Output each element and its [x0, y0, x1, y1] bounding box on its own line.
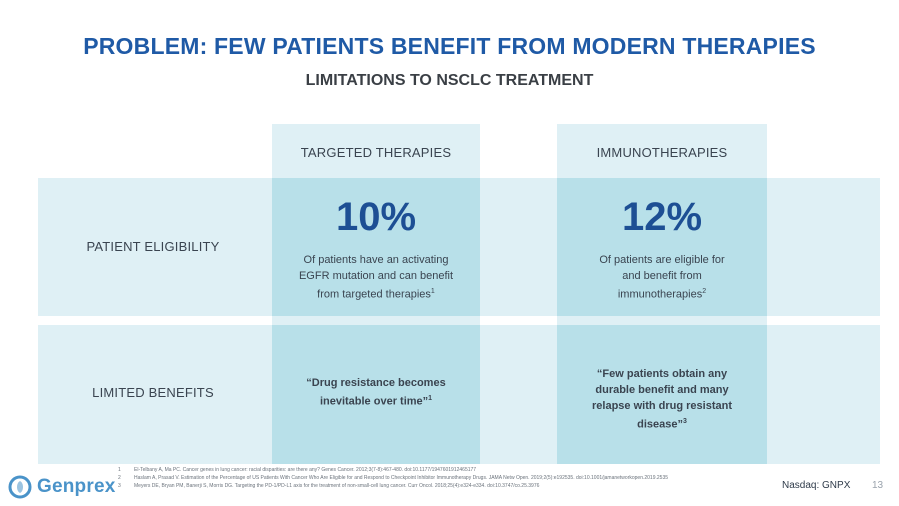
- description-line: Of patients have an activating: [303, 254, 449, 266]
- column-header-immunotherapies: IMMUNOTHERAPIES: [596, 145, 728, 160]
- page-number: 13: [872, 480, 884, 491]
- description-line: EGFR mutation and can benefit: [298, 270, 454, 282]
- stock-ticker: Nasdaq: GNPX: [782, 480, 851, 491]
- description-line: Of patients are eligible for: [599, 254, 725, 266]
- footnote-marker: 1: [430, 288, 435, 295]
- quote-line: “Few patients obtain any: [596, 368, 728, 380]
- company-logo: Genprex: [8, 474, 116, 500]
- eligibility-description-targeted: Of patients have an activating EGFR muta…: [282, 252, 470, 303]
- cell-benefits-targeted: [272, 325, 480, 464]
- slide-title: PROBLEM: FEW PATIENTS BENEFIT FROM MODER…: [83, 33, 816, 59]
- quote-line: disease”3: [637, 418, 687, 431]
- slide-subtitle: LIMITATIONS TO NSCLC TREATMENT: [305, 72, 594, 89]
- reference-item: 1 El-Telbany A, Ma PC. Cancer genes in lu…: [118, 467, 477, 473]
- reference-item: 3 Meyers DE, Bryan PM, Banerji S, Morris …: [118, 483, 540, 489]
- row-label-patient-eligibility: PATIENT ELIGIBILITY: [86, 239, 220, 254]
- quote-line: relapse with drug resistant: [592, 400, 732, 412]
- quote-line: durable benefit and many: [595, 384, 729, 396]
- stat-targeted-percent: 10%: [335, 195, 417, 239]
- description-line: immunotherapies2: [617, 288, 707, 301]
- logo-text: Genprex: [37, 476, 116, 497]
- description-line: and benefit from: [622, 270, 702, 282]
- footnote-marker: 3: [682, 418, 687, 425]
- quote-line: “Drug resistance becomes: [306, 377, 446, 389]
- quote-immuno: “Few patients obtain any durable benefit…: [575, 366, 749, 433]
- description-line: from targeted therapies1: [317, 288, 435, 301]
- column-header-targeted-therapies: TARGETED THERAPIES: [300, 145, 452, 160]
- stat-immuno-percent: 12%: [621, 195, 703, 239]
- footnote-marker: 1: [428, 395, 433, 402]
- footnote-marker: 2: [702, 288, 707, 295]
- reference-item: 2 Haslam A, Prasad V. Estimation of the P…: [118, 475, 669, 481]
- eligibility-description-immuno: Of patients are eligible for and benefit…: [567, 252, 757, 303]
- cell-eligibility-immuno: [557, 178, 767, 316]
- references: 1 El-Telbany A, Ma PC. Cancer genes in lu…: [118, 466, 778, 490]
- cell-benefits-immuno: [557, 325, 767, 464]
- cell-eligibility-targeted: [272, 178, 480, 316]
- quote-targeted: “Drug resistance becomes inevitable over…: [282, 375, 470, 410]
- quote-line: inevitable over time”1: [319, 395, 433, 408]
- logo-mark-icon: [8, 475, 32, 499]
- row-label-limited-benefits: LIMITED BENEFITS: [92, 385, 214, 400]
